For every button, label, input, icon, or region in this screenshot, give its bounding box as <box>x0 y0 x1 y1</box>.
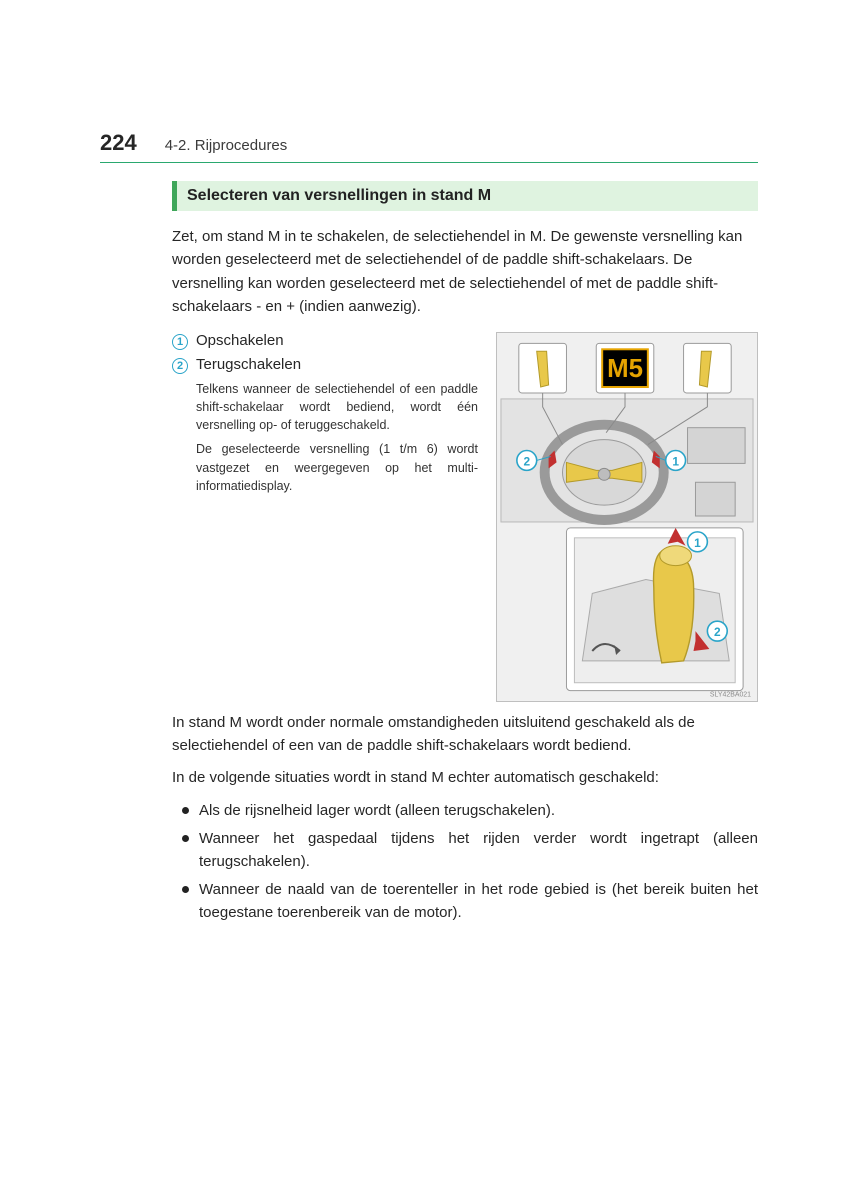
after-image-text: In stand M wordt onder normale omstandig… <box>172 712 758 924</box>
step-item-2: 2 Terugschakelen <box>172 356 478 374</box>
bullet-dot-icon <box>182 886 189 893</box>
step-number-circle: 2 <box>172 358 188 374</box>
bullet-item: Wanneer de naald van de toerenteller in … <box>172 879 758 924</box>
paragraph: In stand M wordt onder normale omstandig… <box>172 712 758 757</box>
step-label: Terugschakelen <box>196 356 301 373</box>
bullet-item: Als de rijsnelheid lager wordt (alleen t… <box>172 800 758 823</box>
svg-text:2: 2 <box>523 454 530 468</box>
gear-display-text: M5 <box>607 355 643 383</box>
illustration-ref: SLY42BA021 <box>710 692 751 699</box>
page-body: 224 4-2. Rijprocedures Selecteren van ve… <box>0 0 848 990</box>
right-column: M5 2 1 <box>496 332 758 702</box>
page-header: 224 4-2. Rijprocedures <box>100 130 758 156</box>
header-rule <box>100 162 758 163</box>
intro-paragraph: Zet, om stand M in te schakelen, de sele… <box>172 225 758 318</box>
step-number-circle: 1 <box>172 334 188 350</box>
gear-shift-illustration: M5 2 1 <box>496 332 758 702</box>
bullet-text: Wanneer het gaspedaal tijdens het rijden… <box>199 828 758 873</box>
step-label: Opschakelen <box>196 332 284 349</box>
svg-text:1: 1 <box>672 454 679 468</box>
page-number: 224 <box>100 130 137 156</box>
heading-title: Selecteren van versnellingen in stand M <box>177 181 501 211</box>
bullet-text: Als de rijsnelheid lager wordt (alleen t… <box>199 800 555 823</box>
section-path: 4-2. Rijprocedures <box>165 137 288 154</box>
note-paragraph: De geselecteerde versnelling (1 t/m 6) w… <box>196 440 478 494</box>
step-item-1: 1 Opschakelen <box>172 332 478 350</box>
paragraph: In de volgende situaties wordt in stand … <box>172 767 758 790</box>
svg-text:1: 1 <box>694 536 701 550</box>
note-paragraph: Telkens wanneer de selectiehendel of een… <box>196 380 478 434</box>
illustration-svg: M5 2 1 <box>497 333 757 701</box>
bullet-text: Wanneer de naald van de toerenteller in … <box>199 879 758 924</box>
bullet-item: Wanneer het gaspedaal tijdens het rijden… <box>172 828 758 873</box>
content-area: Selecteren van versnellingen in stand M … <box>172 181 758 924</box>
section-heading: Selecteren van versnellingen in stand M <box>172 181 758 211</box>
svg-text:2: 2 <box>714 625 721 639</box>
bullet-dot-icon <box>182 835 189 842</box>
left-column: 1 Opschakelen 2 Terugschakelen Telkens w… <box>172 332 478 495</box>
two-column-layout: 1 Opschakelen 2 Terugschakelen Telkens w… <box>172 332 758 702</box>
bullet-dot-icon <box>182 807 189 814</box>
